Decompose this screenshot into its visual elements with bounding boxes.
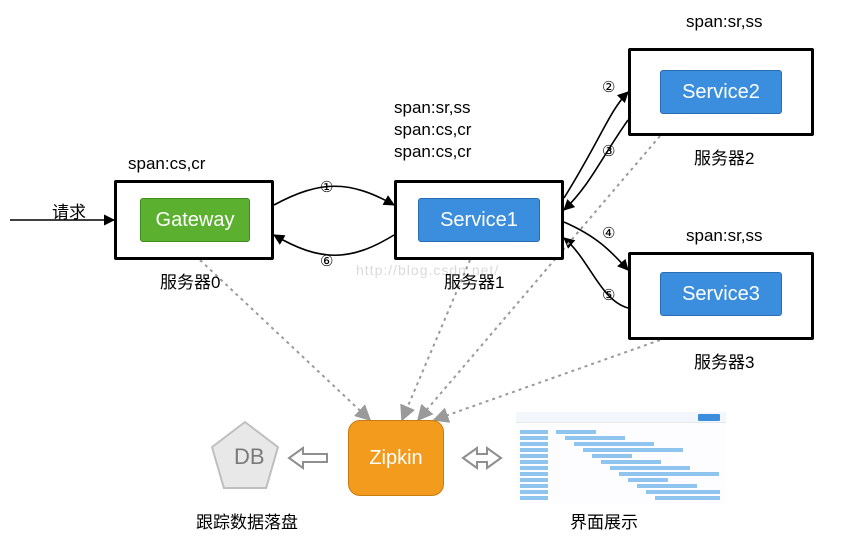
zipkin-label: Zipkin	[369, 447, 422, 470]
server2-caption: 服务器2	[694, 144, 754, 169]
diagram-canvas: { "nodes": { "gateway": { "label": "Gate…	[0, 0, 842, 542]
watermark-text: http://blog.csdn.net/	[356, 262, 499, 278]
step-6-marker: ⑥	[320, 252, 333, 270]
edge-s2-s1-bot	[564, 120, 628, 210]
span-gateway-label: span:cs,cr	[128, 154, 205, 174]
service3-label: Service3	[682, 283, 760, 306]
gateway-node: Gateway	[140, 198, 250, 242]
service2-label: Service2	[682, 81, 760, 104]
left-arrow-icon	[289, 448, 327, 468]
zipkin-node: Zipkin	[348, 420, 444, 496]
edge-s1-s2-top	[564, 92, 628, 198]
step-4-marker: ④	[602, 224, 615, 242]
step-5-marker: ⑤	[602, 286, 615, 304]
double-arrow-icon	[463, 448, 501, 468]
edge-s1-s3-top	[564, 222, 628, 270]
edge-s3-s1-bot	[564, 238, 628, 308]
gateway-label: Gateway	[156, 209, 235, 232]
trace-edge-srv0-zip	[200, 260, 370, 420]
db-caption: 跟踪数据落盘	[196, 508, 298, 533]
server0-caption: 服务器0	[160, 268, 220, 293]
service3-node: Service3	[660, 272, 782, 316]
span-svc1-label-a: span:sr,ss	[394, 98, 471, 118]
step-1-marker: ①	[320, 178, 333, 196]
db-text: DB	[234, 444, 265, 470]
server3-caption: 服务器3	[694, 348, 754, 373]
request-label: 请求	[52, 198, 86, 223]
edge-s1-g-bot	[274, 235, 394, 255]
ui-caption: 界面展示	[570, 508, 638, 533]
span-svc3-label: span:sr,ss	[686, 226, 763, 246]
span-svc1-label-b: span:cs,cr	[394, 120, 471, 140]
service2-node: Service2	[660, 70, 782, 114]
service1-label: Service1	[440, 209, 518, 232]
step-2-marker: ②	[602, 78, 615, 96]
trace-edge-srv3-zip	[434, 340, 660, 420]
step-3-marker: ③	[602, 142, 615, 160]
span-svc2-label: span:sr,ss	[686, 12, 763, 32]
service1-node: Service1	[418, 198, 540, 242]
edge-g-s1-top	[274, 186, 394, 205]
ui-preview-thumbnail	[516, 412, 726, 504]
span-svc1-label-c: span:cs,cr	[394, 142, 471, 162]
